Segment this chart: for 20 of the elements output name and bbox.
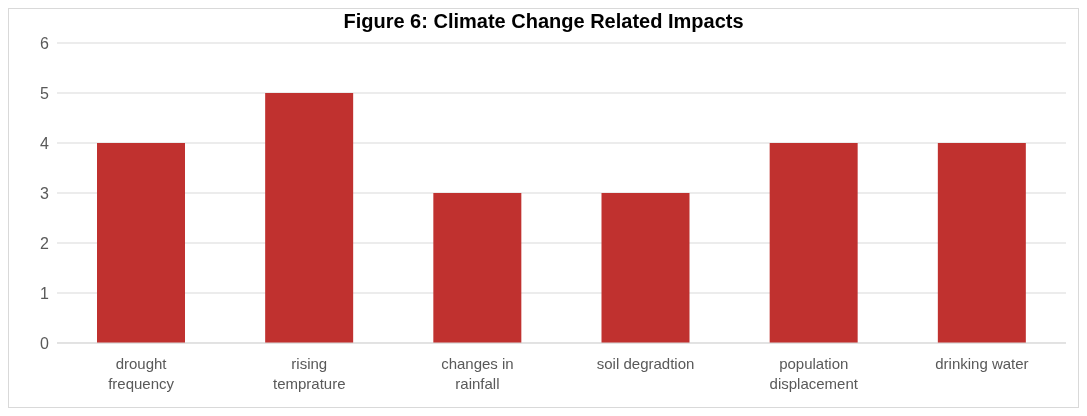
y-tick-label: 2: [40, 234, 50, 252]
x-tick-label: rising temprature: [272, 355, 346, 392]
bar: [97, 143, 185, 343]
bar: [265, 93, 354, 343]
x-tick-label: soil degradtion: [596, 355, 695, 372]
bar: [769, 143, 858, 343]
chart-title: Figure 6: Climate Change Related Impacts: [342, 9, 745, 33]
x-tick-label: drought frequency: [108, 355, 175, 392]
y-tick-label: 3: [40, 184, 50, 202]
bar: [937, 143, 1026, 343]
y-tick-label: 1: [40, 284, 50, 302]
bar: [601, 193, 690, 343]
y-tick-label: 4: [40, 134, 50, 152]
x-tick-label: changes in rainfall: [441, 355, 514, 392]
y-tick-label: 5: [40, 84, 50, 102]
y-tick-label: 6: [40, 34, 50, 52]
y-tick-label: 0: [40, 334, 50, 352]
bar: [433, 193, 522, 343]
x-tick-label: drinking water: [935, 355, 1029, 372]
x-tick-label: population displacement: [769, 355, 859, 392]
